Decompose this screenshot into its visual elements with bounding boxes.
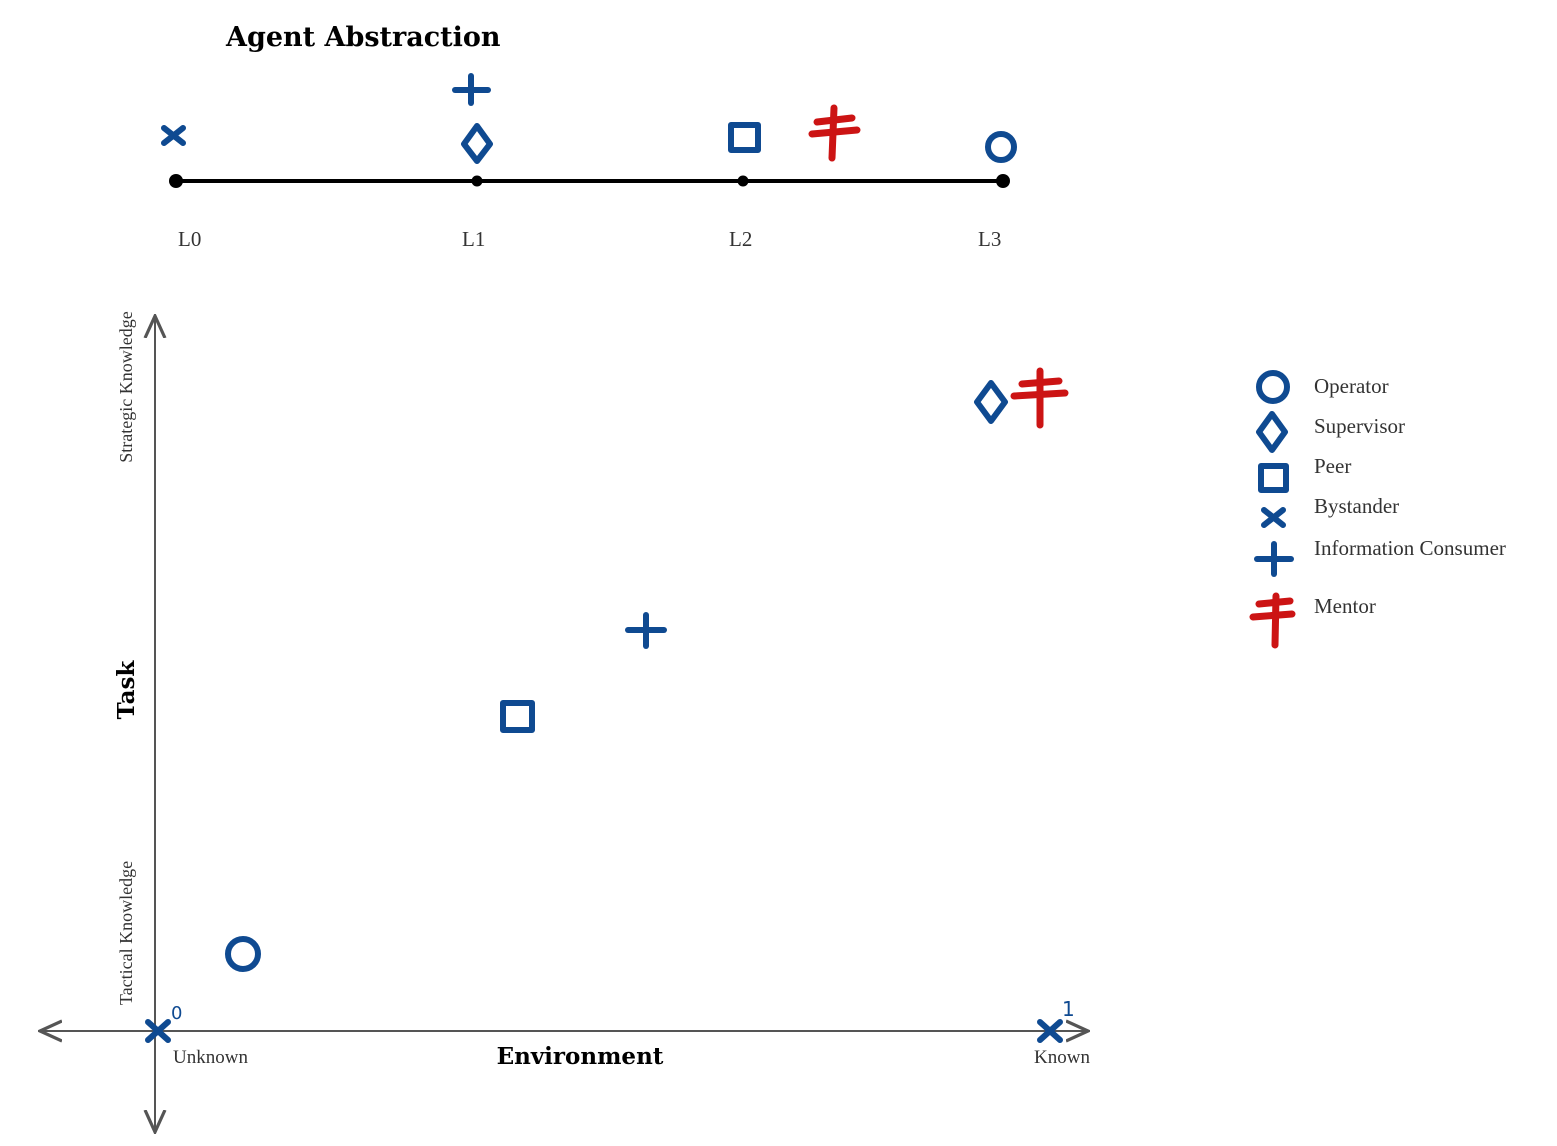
legend-x-icon	[1261, 507, 1286, 528]
legend-double-cross-icon	[1249, 592, 1296, 649]
x-tick-unknown: Unknown	[173, 1047, 248, 1068]
peer-plot-square-icon	[500, 700, 535, 733]
level-label-l0: L0	[178, 227, 201, 251]
level-label-l3: L3	[978, 227, 1001, 251]
legend-plus-icon	[1254, 541, 1294, 577]
origin-number: 0	[171, 1003, 182, 1024]
legend-label-mentor: Mentor	[1314, 594, 1376, 618]
scale-dot-l1	[471, 175, 483, 187]
legend-label-operator: Operator	[1314, 374, 1389, 398]
information-consumer-plus-icon	[452, 73, 491, 106]
scale-dot-l0	[169, 174, 183, 188]
bystander-known-x-icon	[1037, 1019, 1063, 1043]
bystander-origin-x-icon	[145, 1019, 171, 1043]
scale-dot-l2	[737, 175, 749, 187]
operator-plot-circle-icon	[225, 936, 261, 972]
y-axis-label: Task	[113, 660, 140, 720]
legend-label-peer: Peer	[1314, 454, 1351, 478]
legend-square-icon	[1258, 463, 1289, 493]
abstraction-scale	[169, 174, 1010, 188]
scale-dot-l3	[996, 174, 1010, 188]
supervisor-plot-diamond-icon	[974, 380, 1008, 424]
bystander-x-icon	[161, 125, 186, 146]
operator-circle-icon	[985, 131, 1017, 163]
abstraction-title: Agent Abstraction	[225, 22, 501, 53]
information-consumer-plot-plus-icon	[625, 612, 667, 649]
mentor-plot-double-cross-icon	[1010, 367, 1069, 429]
legend-label-supervisor: Supervisor	[1314, 414, 1405, 438]
legend-circle-icon	[1256, 370, 1290, 404]
mentor-double-cross-icon	[808, 104, 861, 162]
x-axis-label: Environment	[497, 1043, 664, 1070]
end-number: 1	[1062, 997, 1075, 1021]
legend-label-bystander: Bystander	[1314, 494, 1399, 518]
level-label-l2: L2	[729, 227, 752, 251]
x-tick-known: Known	[1034, 1047, 1090, 1068]
supervisor-diamond-icon	[461, 123, 493, 164]
legend: Operator Supervisor Peer Bystander Infor…	[1249, 370, 1506, 649]
level-label-l1: L1	[462, 227, 485, 251]
peer-square-icon	[728, 122, 761, 153]
legend-label-information-consumer: Information Consumer	[1314, 536, 1506, 560]
y-tick-tactical: Tactical Knowledge	[116, 861, 136, 1005]
legend-diamond-icon	[1256, 411, 1288, 453]
y-tick-strategic: Strategic Knowledge	[116, 311, 136, 462]
